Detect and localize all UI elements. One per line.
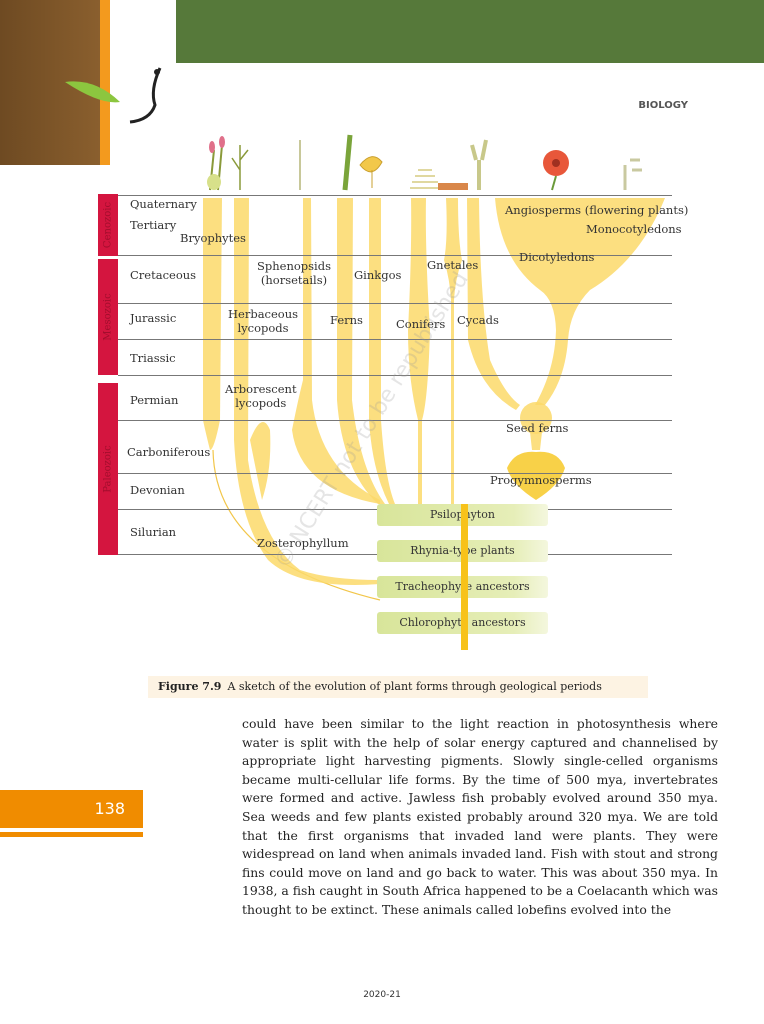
page-number: 138 xyxy=(0,790,143,828)
label-bryophytes: Bryophytes xyxy=(180,231,246,245)
label-angiosperms: Angiosperms (flowering plants) xyxy=(505,203,689,217)
label-herbaceous-lycopods: Herbaceous lycopods xyxy=(228,307,299,335)
label-arborescent-lycopods: Arborescent lycopods xyxy=(225,382,297,410)
period-divider xyxy=(118,473,672,474)
subject-header: BIOLOGY xyxy=(638,100,688,111)
caption-label: Figure 7.9 xyxy=(158,680,222,693)
bryophytes-branch xyxy=(203,198,222,450)
header-orange-stripe xyxy=(100,0,110,165)
period-label: Tertiary xyxy=(130,218,177,232)
footer-year: 2020-21 xyxy=(363,990,401,1000)
figure-caption: Figure 7.9 A sketch of the evolution of p… xyxy=(148,676,648,698)
lineage-branches xyxy=(203,198,665,601)
caption-text: A sketch of the evolution of plant forms… xyxy=(227,680,602,693)
cycads-branch xyxy=(467,198,520,410)
label-gnetales: Gnetales xyxy=(427,258,479,272)
leaf-logo-icon xyxy=(65,67,162,124)
era-mesozoic: Mesozoic xyxy=(98,259,118,375)
period-label: Jurassic xyxy=(130,311,177,325)
gnetales-branch xyxy=(444,198,462,504)
arborescent-lycopods-branch xyxy=(250,422,271,500)
herbaceous-lycopods-branch xyxy=(234,198,380,585)
period-divider xyxy=(118,420,672,421)
ferns-branch xyxy=(337,198,385,504)
label-conifers: Conifers xyxy=(396,317,446,331)
era-cenozoic: Cenozoic xyxy=(98,194,118,256)
period-label: Devonian xyxy=(130,483,185,497)
bryophytes-link xyxy=(212,449,381,601)
period-divider xyxy=(118,255,672,256)
seed-ferns-stem xyxy=(530,432,542,450)
ginkgos-branch xyxy=(369,198,395,504)
label-sphenopsids: Sphenopsids (horsetails) xyxy=(257,259,331,287)
evolution-diagram xyxy=(203,134,665,650)
period-label: Triassic xyxy=(130,351,176,365)
angiosperms-branch xyxy=(495,198,665,405)
label-ferns: Ferns xyxy=(330,313,363,327)
period-label: Carboniferous xyxy=(127,445,211,459)
period-label: Quaternary xyxy=(130,197,197,211)
plant-illustrations xyxy=(207,134,642,191)
label-dicotyledons: Dicotyledons xyxy=(519,250,595,264)
label-zosterophyllum: Zosterophyllum xyxy=(257,536,349,550)
seed-ferns-node xyxy=(520,402,552,434)
period-divider xyxy=(118,339,672,340)
conifers-branch xyxy=(408,198,430,504)
period-divider xyxy=(118,195,672,196)
label-monocotyledons: Monocotyledons xyxy=(586,222,682,236)
period-label: Permian xyxy=(130,393,179,407)
header-green-band xyxy=(176,0,764,63)
label-seed-ferns: Seed ferns xyxy=(506,421,569,435)
period-divider xyxy=(118,303,672,304)
period-label: Silurian xyxy=(130,525,177,539)
progymnosperms-node xyxy=(507,451,565,500)
era-paleozoic: Paleozoic xyxy=(98,383,118,555)
period-label: Cretaceous xyxy=(130,268,197,282)
label-progymnosperms: Progymnosperms xyxy=(490,473,592,487)
page-number-stripe xyxy=(0,832,143,837)
ancestral-trunk-overlay xyxy=(461,504,468,650)
label-cycads: Cycads xyxy=(457,313,499,327)
period-divider xyxy=(118,375,672,376)
label-ginkgos: Ginkgos xyxy=(354,268,402,282)
body-paragraph: could have been similar to the light rea… xyxy=(242,716,718,917)
sphenopsids-branch xyxy=(292,198,380,504)
